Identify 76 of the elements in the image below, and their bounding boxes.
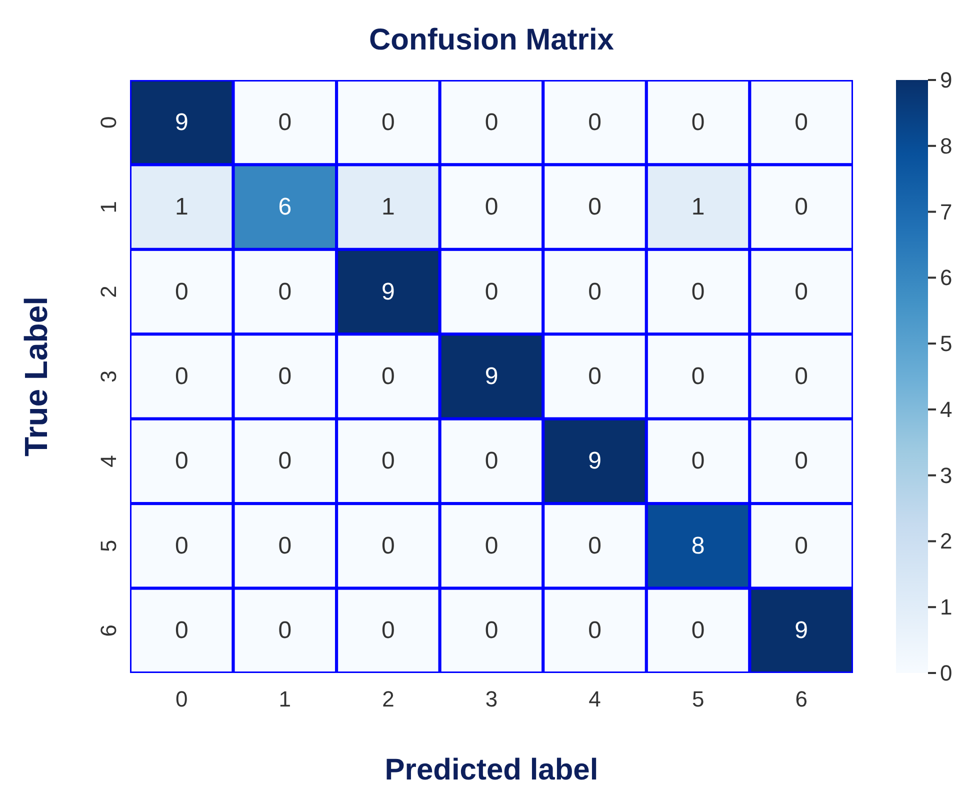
data-label: 0 [278,532,292,560]
color-bar-label: 0 [940,660,952,686]
data-label: 0 [691,108,705,136]
chart-title: Confusion Matrix [369,24,614,56]
x-tick-label: 2 [382,686,394,712]
data-label: 0 [794,532,808,560]
data-label: 9 [484,363,498,390]
data-label: 0 [484,108,498,136]
color-bar-label: 7 [940,199,952,224]
data-label: 8 [691,532,705,560]
data-label: 9 [174,108,188,136]
color-bar-label: 4 [940,396,952,422]
data-label: 0 [174,363,188,390]
x-tick-label: 4 [588,686,601,712]
data-label: 0 [278,448,292,475]
y-tick-label: 0 [96,116,121,128]
data-label: 0 [278,278,292,306]
data-label: 6 [278,194,292,221]
x-tick-label: 0 [176,686,188,712]
x-tick-label: 1 [278,686,292,712]
data-label: 1 [174,194,188,221]
data-label: 9 [588,448,602,475]
data-label: 0 [382,532,395,560]
data-label: 0 [484,278,498,306]
data-label: 0 [794,363,808,390]
data-label: 0 [588,108,602,136]
data-label: 0 [278,363,292,390]
data-label: 0 [691,617,705,644]
x-axis-title: Predicted label [384,754,598,786]
data-label: 0 [588,363,602,390]
data-label: 0 [484,448,498,475]
y-tick-label: 4 [96,455,121,468]
data-label: 0 [794,448,808,475]
data-label: 0 [484,532,498,560]
data-label: 0 [484,194,498,221]
data-label: 0 [382,363,395,390]
data-label: 1 [382,194,395,221]
y-tick-label: 5 [96,540,121,552]
data-label: 0 [484,617,498,644]
y-axis-title: True Label [18,296,54,457]
data-label: 0 [382,108,395,136]
data-label: 0 [278,617,292,644]
data-label: 0 [588,532,602,560]
data-label: 0 [382,448,395,475]
data-label: 0 [691,363,705,390]
color-bar-label: 5 [940,331,952,356]
data-label: 0 [588,194,602,221]
x-tick-label: 3 [485,686,498,712]
data-label: 0 [174,448,188,475]
color-bar-label: 9 [940,68,952,92]
data-label: 0 [174,532,188,560]
data-label: 0 [278,108,292,136]
data-label: 0 [174,278,188,306]
color-bar-label: 6 [940,265,952,290]
y-tick-label: 1 [96,200,121,214]
color-bar-label: 1 [940,594,952,620]
color-bar-label: 8 [940,133,952,158]
data-label: 0 [691,278,705,306]
data-label: 0 [174,617,188,644]
x-tick-label: 5 [692,686,704,712]
y-tick-label: 3 [96,370,121,383]
data-label: 0 [794,108,808,136]
y-tick-label: 6 [96,624,121,637]
data-label: 0 [588,617,602,644]
color-bar-label: 3 [940,462,952,488]
data-label: 0 [691,448,705,475]
y-tick-label: 2 [96,286,121,298]
color-bar-label: 2 [940,528,952,554]
data-label: 1 [691,194,705,221]
data-label: 9 [794,617,808,644]
data-label: 0 [794,278,808,306]
data-label: 0 [794,194,808,221]
data-label: 0 [382,617,395,644]
data-label: 0 [588,278,602,306]
x-tick-label: 6 [795,686,808,712]
data-label: 9 [382,278,395,306]
